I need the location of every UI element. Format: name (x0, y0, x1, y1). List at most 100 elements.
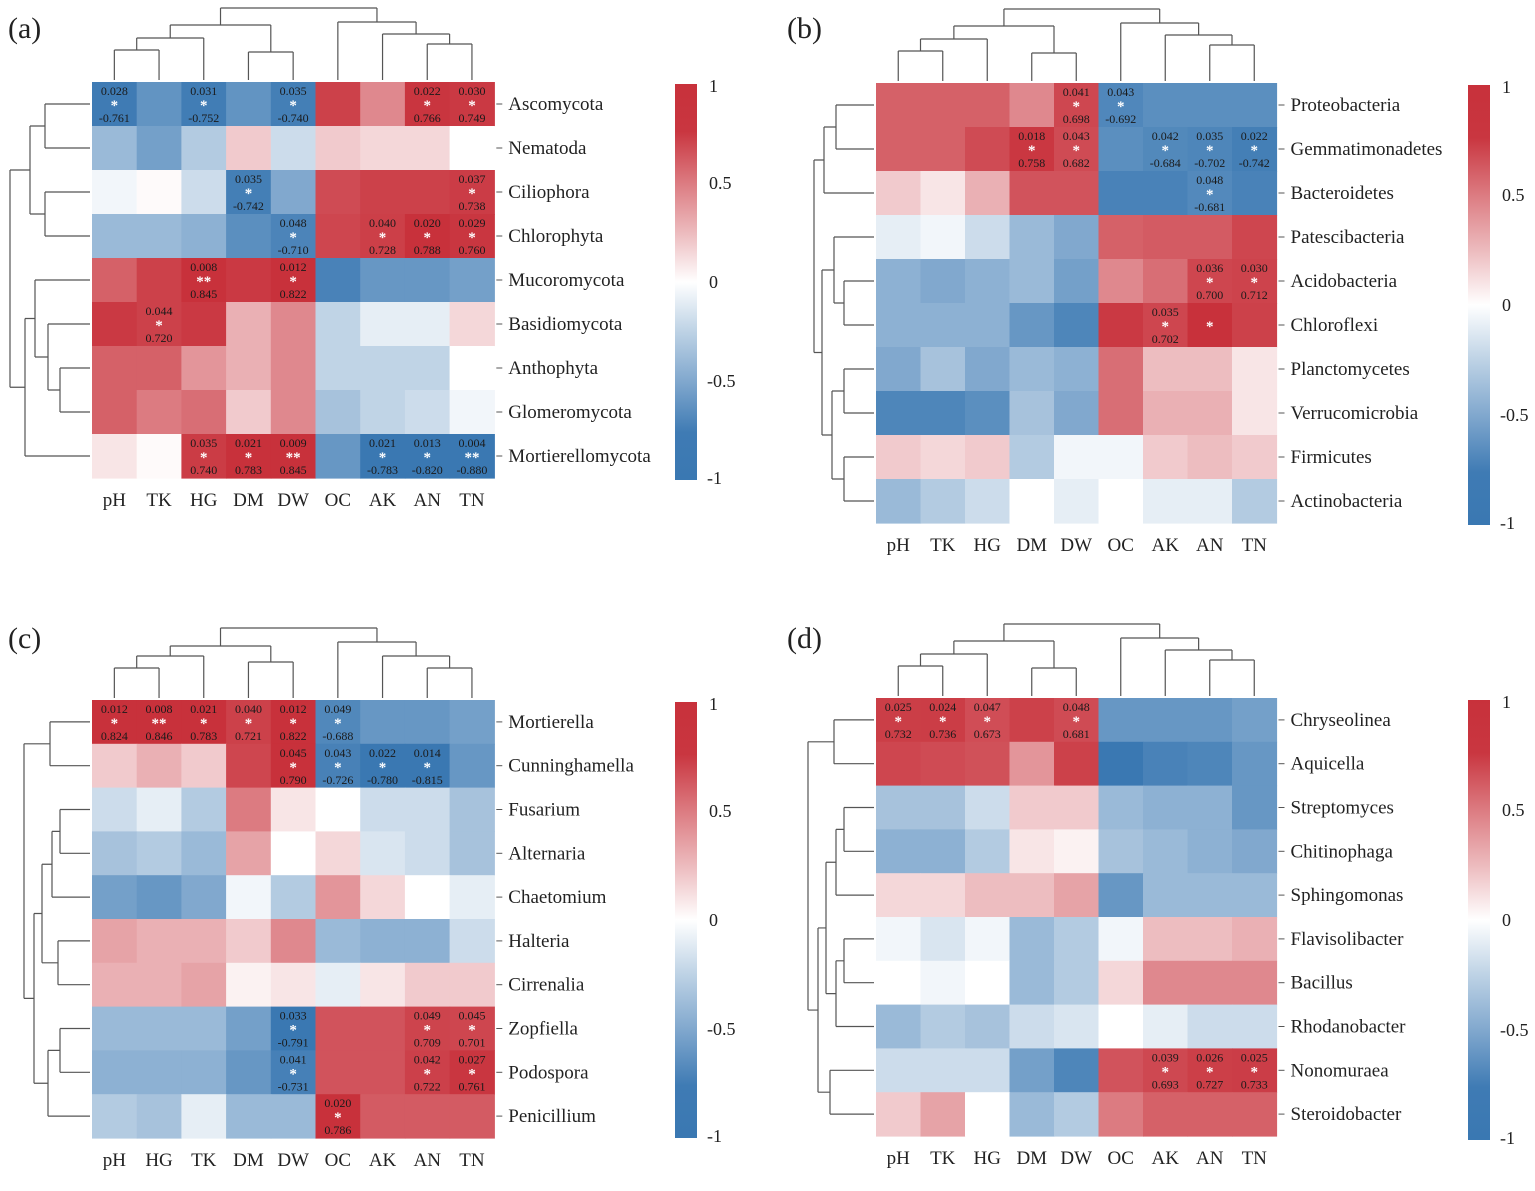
cell-significance: * (200, 450, 208, 466)
cell-p-value: 0.042 (414, 1052, 441, 1066)
heatmap-cell (1054, 960, 1100, 1006)
row-label: Mortierella (508, 712, 594, 733)
heatmap-cell (181, 875, 227, 920)
cell-p-value: 0.043 (1063, 129, 1090, 143)
cell-significance: * (1251, 275, 1259, 291)
cell-significance: * (1206, 1064, 1214, 1080)
heatmap-cell (226, 1094, 272, 1139)
heatmap-cell (1143, 1092, 1189, 1137)
cell-correlation: 0.721 (235, 729, 262, 743)
heatmap-cell (1187, 171, 1233, 216)
row-label: Aquicella (1291, 754, 1365, 775)
heatmap-cell (1143, 1048, 1189, 1093)
heatmap-cell (360, 258, 406, 303)
row-label: Bacillus (1291, 973, 1353, 994)
column-label: DW (1060, 535, 1092, 556)
row-label: Cunninghamella (508, 756, 634, 777)
heatmap-cell (1054, 435, 1100, 480)
panel-label: (d) (787, 622, 822, 655)
heatmap-cell (1187, 215, 1233, 260)
column-label: AN (414, 490, 442, 511)
heatmap-cell (1098, 83, 1144, 128)
heatmap-cell (270, 434, 317, 479)
heatmap-cell (449, 1094, 495, 1139)
cell-p-value: 0.025 (885, 700, 912, 714)
cell-correlation: 0.709 (414, 1036, 441, 1050)
panel-d: (d)0.025*0.7320.024*0.7360.047*0.6730.04… (787, 622, 1529, 1169)
heatmap-cell (92, 1050, 138, 1095)
row-label: Chaetomium (508, 887, 606, 908)
cell-p-value: 0.031 (190, 84, 217, 98)
row-label: Basidiomycota (508, 314, 623, 335)
row-label: Mortierellomycota (508, 446, 651, 467)
cell-p-value: 0.037 (458, 172, 485, 186)
column-label: HG (974, 1148, 1002, 1169)
cell-p-value: 0.041 (1063, 85, 1090, 99)
cell-p-value: 0.030 (1241, 261, 1268, 275)
heatmap-cell (1143, 435, 1189, 480)
heatmap-cell (1054, 215, 1100, 260)
cell-significance: * (1206, 275, 1214, 291)
heatmap-cell (876, 391, 922, 436)
heatmap-cell (270, 126, 317, 171)
heatmap-cell (92, 434, 138, 479)
heatmap-cell (1098, 391, 1144, 436)
cell-significance: * (468, 186, 476, 202)
heatmap-cell (1054, 171, 1100, 216)
row-label: Steroidobacter (1291, 1104, 1402, 1125)
cell-p-value: 0.022 (414, 84, 441, 98)
cell-significance: * (468, 1023, 476, 1039)
cell-p-value: 0.008 (146, 702, 173, 716)
heatmap-cell (270, 787, 317, 832)
heatmap-cell (404, 302, 451, 347)
heatmap-cell (270, 831, 317, 876)
heatmap-cell (449, 787, 495, 832)
heatmap-cell (92, 743, 138, 789)
heatmap-cell (404, 346, 451, 391)
cell-significance: * (1073, 714, 1081, 730)
heatmap-cell (1232, 960, 1278, 1006)
heatmap-cell (226, 82, 272, 127)
heatmap-cell (92, 787, 138, 832)
heatmap-cell (1232, 1048, 1278, 1093)
panel-b: (b)0.041*0.6980.043*-0.6920.018*0.7580.0… (787, 8, 1529, 556)
row-label: Bacteroidetes (1291, 183, 1394, 204)
column-label: AK (1152, 535, 1180, 556)
panel-a: (a)0.028*-0.7610.031*-0.7520.035*-0.7400… (8, 7, 736, 511)
cell-significance: * (468, 1066, 476, 1082)
column-label: DW (277, 490, 309, 511)
heatmap-cell (226, 787, 272, 832)
heatmap-cell (136, 743, 182, 789)
heatmap-cell (360, 390, 406, 435)
cell-correlation: -0.752 (188, 111, 219, 125)
heatmap-cell (92, 82, 138, 127)
heatmap-cell (1054, 873, 1100, 918)
cell-correlation: -0.731 (278, 1079, 309, 1093)
heatmap-cell (181, 1050, 227, 1095)
column-label: AK (1152, 1148, 1180, 1169)
heatmap-cell (360, 302, 406, 347)
heatmap-cell (1009, 171, 1055, 216)
cell-p-value: 0.022 (1241, 129, 1268, 143)
row-label: Firmicutes (1291, 447, 1372, 468)
cell-correlation: 0.720 (146, 331, 173, 345)
cell-significance: * (1206, 187, 1214, 203)
heatmap-cell (1009, 1048, 1055, 1093)
column-label: OC (1108, 535, 1134, 556)
cell-p-value: 0.044 (146, 304, 173, 318)
heatmap-cell (965, 127, 1011, 172)
heatmap-cell (1232, 303, 1278, 348)
heatmap-cell (360, 126, 406, 171)
column-label: OC (325, 490, 351, 511)
heatmap-cell (876, 873, 922, 918)
cell-p-value: 0.012 (280, 260, 307, 274)
row-label: Cirrenalia (508, 975, 585, 996)
heatmap-cell (136, 170, 182, 215)
cell-p-value: 0.020 (324, 1096, 351, 1110)
heatmap-cell (1054, 127, 1100, 172)
heatmap-cell (1143, 391, 1189, 436)
heatmap-cell (315, 962, 361, 1008)
cell-significance: * (289, 230, 297, 246)
heatmap-cell (1143, 873, 1189, 918)
